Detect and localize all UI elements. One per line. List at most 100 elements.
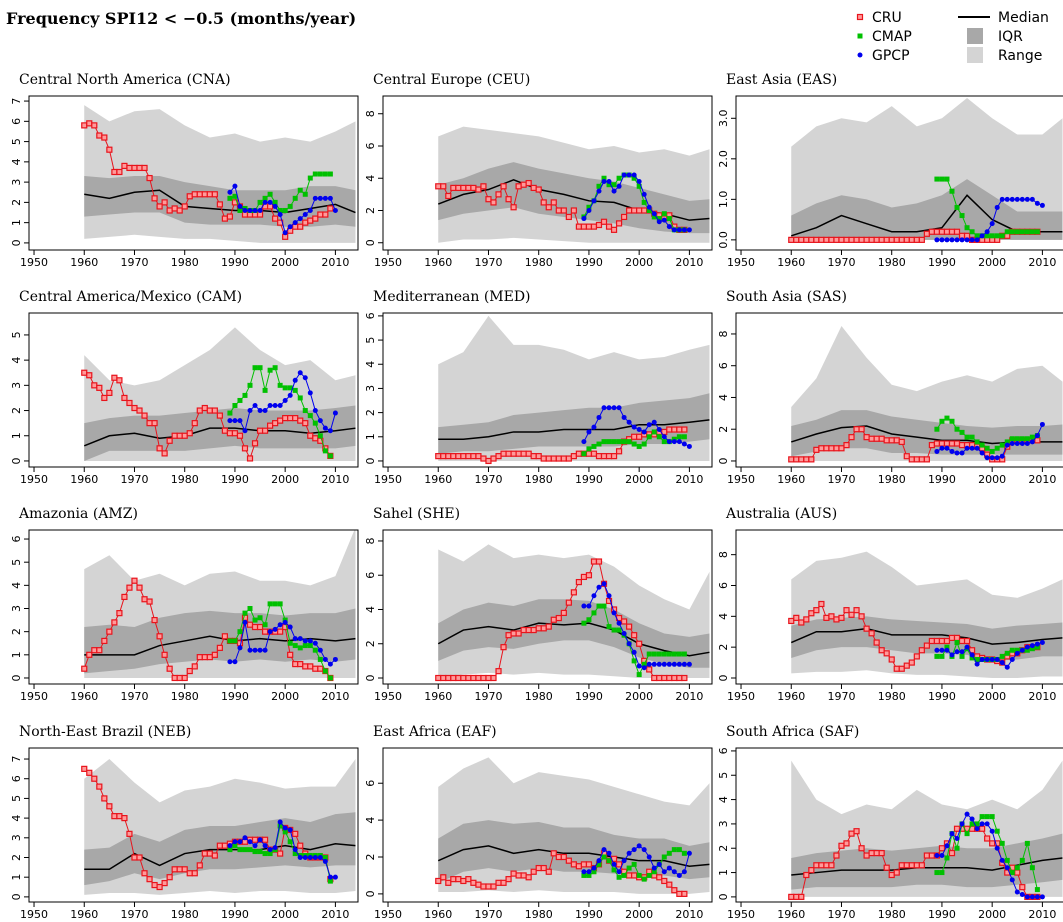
series-marker	[934, 647, 940, 653]
series-marker	[287, 203, 293, 209]
series-marker	[611, 439, 617, 445]
series-marker	[232, 193, 238, 199]
series-marker	[1029, 643, 1035, 649]
series-marker	[938, 845, 946, 852]
series-marker	[166, 437, 173, 444]
y-tick-label: 4	[364, 361, 377, 368]
series-marker	[969, 655, 975, 661]
series-marker	[131, 577, 138, 584]
plot-area	[81, 327, 356, 462]
series-marker	[948, 440, 956, 447]
series-marker	[211, 651, 218, 658]
series-marker	[445, 192, 452, 200]
series-marker	[232, 183, 238, 189]
y-tick-label: 6	[10, 118, 23, 125]
series-marker	[591, 610, 597, 616]
series-marker	[307, 854, 313, 860]
series-marker	[681, 869, 687, 875]
legend-item: Median	[958, 10, 1049, 26]
series-marker	[893, 437, 900, 444]
series-marker	[196, 862, 203, 869]
x-tick-label: 1960	[777, 256, 805, 269]
series-marker	[267, 199, 273, 205]
series-marker	[964, 225, 970, 231]
series-marker	[964, 434, 970, 440]
x-tick-label: 1970	[120, 690, 148, 703]
series-marker	[581, 620, 587, 626]
series-marker	[646, 204, 652, 210]
series-marker	[586, 446, 592, 452]
series-marker	[595, 221, 603, 229]
series-marker	[616, 405, 622, 411]
series-marker	[823, 236, 830, 243]
panel-title: Central North America (CNA)	[19, 72, 231, 88]
series-marker	[307, 643, 313, 649]
series-marker	[843, 441, 850, 449]
series-marker	[515, 450, 522, 457]
series-marker	[989, 814, 995, 820]
series-marker	[581, 872, 587, 878]
plot-frame	[735, 312, 1063, 468]
series-marker	[312, 195, 318, 201]
series-marker	[606, 593, 612, 599]
plot-frame	[382, 95, 713, 251]
series-marker	[252, 849, 258, 855]
series-marker	[626, 207, 633, 214]
x-tick-label: 1990	[221, 256, 249, 269]
series-marker	[480, 455, 487, 462]
x-tick-label: 1980	[525, 256, 553, 269]
x-tick-label: 1970	[827, 256, 855, 269]
x-tick-label: 1960	[70, 256, 98, 269]
series-marker	[297, 645, 303, 651]
y-tick-label: 0	[10, 674, 23, 681]
series-marker	[505, 876, 512, 883]
series-marker	[611, 405, 617, 411]
series-marker	[146, 598, 153, 605]
series-marker	[176, 432, 183, 439]
series-marker	[332, 207, 338, 213]
series-marker	[131, 854, 138, 861]
series-marker	[96, 384, 103, 391]
series-marker	[585, 223, 593, 230]
series-marker	[475, 453, 482, 460]
series-marker	[808, 610, 815, 617]
series-marker	[261, 836, 269, 843]
panel-title: North-East Brazil (NEB)	[19, 724, 191, 740]
series-line	[936, 813, 1043, 898]
series-marker	[636, 427, 642, 433]
series-marker	[586, 872, 592, 878]
series-marker	[999, 840, 1005, 846]
series-marker	[232, 403, 238, 409]
series-marker	[1004, 229, 1010, 235]
series-marker	[297, 187, 303, 193]
series-marker	[808, 867, 815, 874]
y-tick-label: 2	[10, 854, 23, 861]
series-marker	[666, 224, 672, 230]
series-marker	[247, 847, 253, 853]
series-marker	[1024, 840, 1030, 846]
series-marker	[843, 840, 850, 847]
series-marker	[530, 453, 537, 460]
series-marker	[999, 442, 1005, 448]
series-marker	[287, 839, 293, 845]
series-marker	[317, 195, 323, 201]
series-marker	[581, 451, 587, 457]
x-tick-label: 1990	[928, 256, 956, 269]
series-marker	[616, 439, 622, 445]
series-marker	[156, 633, 163, 640]
series-marker	[793, 614, 800, 621]
series-marker	[969, 237, 975, 243]
series-marker	[651, 865, 657, 871]
series-marker	[793, 456, 800, 463]
series-marker	[939, 653, 945, 659]
series-marker	[954, 649, 960, 655]
series-marker	[201, 404, 208, 412]
series-marker	[186, 430, 193, 437]
series-marker	[1034, 200, 1040, 206]
series-marker	[964, 831, 970, 837]
series-marker	[136, 164, 143, 172]
series-marker	[221, 633, 228, 640]
series-marker	[596, 603, 602, 609]
series-line	[229, 820, 336, 878]
legend-label: Range	[998, 48, 1042, 64]
